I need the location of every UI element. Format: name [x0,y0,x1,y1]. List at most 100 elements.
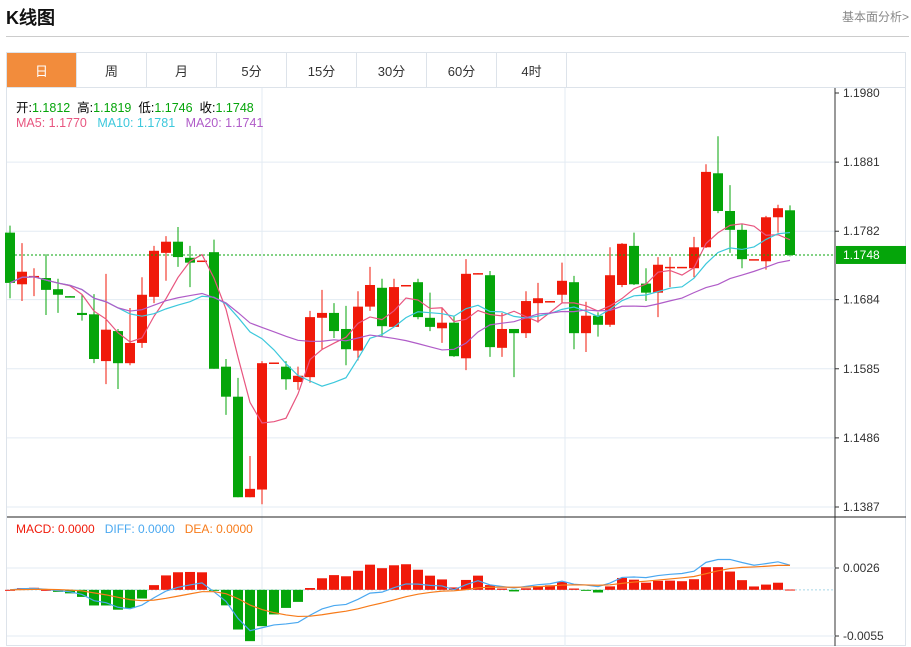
macd-bar [785,589,795,591]
macd-bar [653,580,663,590]
candle-up [773,208,783,218]
candle-up [665,266,675,269]
candle-down [53,289,63,295]
candle-down [449,322,459,357]
macd-bar [425,575,435,590]
macd-bar [365,564,375,590]
candle-up [497,328,507,348]
high-label: 高: [77,101,94,115]
macd-bar [545,585,555,590]
macd-bar [149,585,159,590]
macd-bar [41,589,51,591]
macd-bar [725,571,735,590]
macd-bar [185,571,195,590]
macd-bar [89,589,99,606]
candle-up [137,294,147,343]
candle-up [701,171,711,248]
macd-bar [761,584,771,590]
low-value: 1.1746 [154,101,193,115]
candle-down [89,314,99,359]
macd-bar [233,589,243,630]
macd-bar [77,589,87,597]
ma5-value: MA5: 1.1770 [16,116,87,130]
candle-up [677,266,687,269]
dea-line [9,564,791,618]
price-tick-label: 1.1980 [843,86,880,100]
candle-up [17,271,27,285]
macd-bar [161,575,171,590]
candle-up [149,250,159,297]
candle-up [197,260,207,263]
tab-4hour[interactable]: 4时 [497,53,567,87]
macd-bar [533,586,543,590]
price-tick-label: 1.1486 [843,431,880,445]
macd-bar [413,569,423,590]
ma5-line [9,223,791,424]
macd-bar [449,587,459,590]
macd-bar [353,570,363,590]
macd-bar [557,582,567,590]
price-tick-label: 1.1585 [843,362,880,376]
candle-down [65,296,75,298]
candle-up [437,322,447,329]
candle-up [461,273,471,359]
price-tick-label: 1.1684 [843,293,880,307]
candle-down [41,278,51,290]
candle-down [341,328,351,350]
candle-up [653,264,663,293]
dea-value: DEA: 0.0000 [184,522,253,536]
macd-bar [269,589,279,615]
macd-bar [329,575,339,590]
open-value: 1.1812 [31,101,71,115]
macd-bar [689,579,699,590]
candle-up [161,241,171,253]
price-tick-label: 1.1387 [843,500,880,514]
chart-panel [6,52,906,646]
candle-up [689,247,699,269]
tab-30min[interactable]: 30分 [357,53,427,87]
close-value: 1.1748 [215,101,254,115]
candle-down [221,366,231,397]
tab-60min[interactable]: 60分 [427,53,497,87]
candle-up [581,315,591,334]
tab-week[interactable]: 周 [77,53,147,87]
macd-bar [113,589,123,610]
period-tabs: 日 周 月 5分 15分 30分 60分 4时 [7,53,905,88]
macd-bar [749,586,759,590]
candle-down [425,317,435,327]
tab-month[interactable]: 月 [147,53,217,87]
candle-down [725,210,735,230]
candle-up [101,329,111,362]
low-label: 低: [138,101,155,115]
candle-down [509,328,519,334]
fundamental-analysis-link[interactable]: 基本面分析> [841,10,909,24]
candle-up [125,342,135,364]
macd-bar [245,589,255,642]
candle-up [401,284,411,287]
tab-day[interactable]: 日 [7,53,77,87]
candle-down [77,312,87,316]
candle-up [365,284,375,307]
macd-bar [389,565,399,590]
macd-bar [125,589,135,609]
ma-legend: MA5: 1.1770 MA10: 1.1781 MA20: 1.1741 [16,116,263,130]
ma20-line [9,259,791,351]
candle-up [473,273,483,275]
price-tick-label: 1.1881 [843,155,880,169]
ma10-value: MA10: 1.1781 [97,116,176,130]
macd-bar [293,589,303,602]
macd-bar [473,575,483,590]
tab-5min[interactable]: 5分 [217,53,287,87]
diff-line [9,558,791,632]
candle-down [233,396,243,498]
macd-bar [5,589,15,591]
macd-bar [305,588,315,590]
candle-down [5,232,15,283]
candle-down [113,331,123,364]
macd-bar [221,589,231,606]
macd-bar [101,589,111,606]
candle-up [293,375,303,383]
tab-15min[interactable]: 15分 [287,53,357,87]
current-price-label: 1.1748 [843,248,880,262]
